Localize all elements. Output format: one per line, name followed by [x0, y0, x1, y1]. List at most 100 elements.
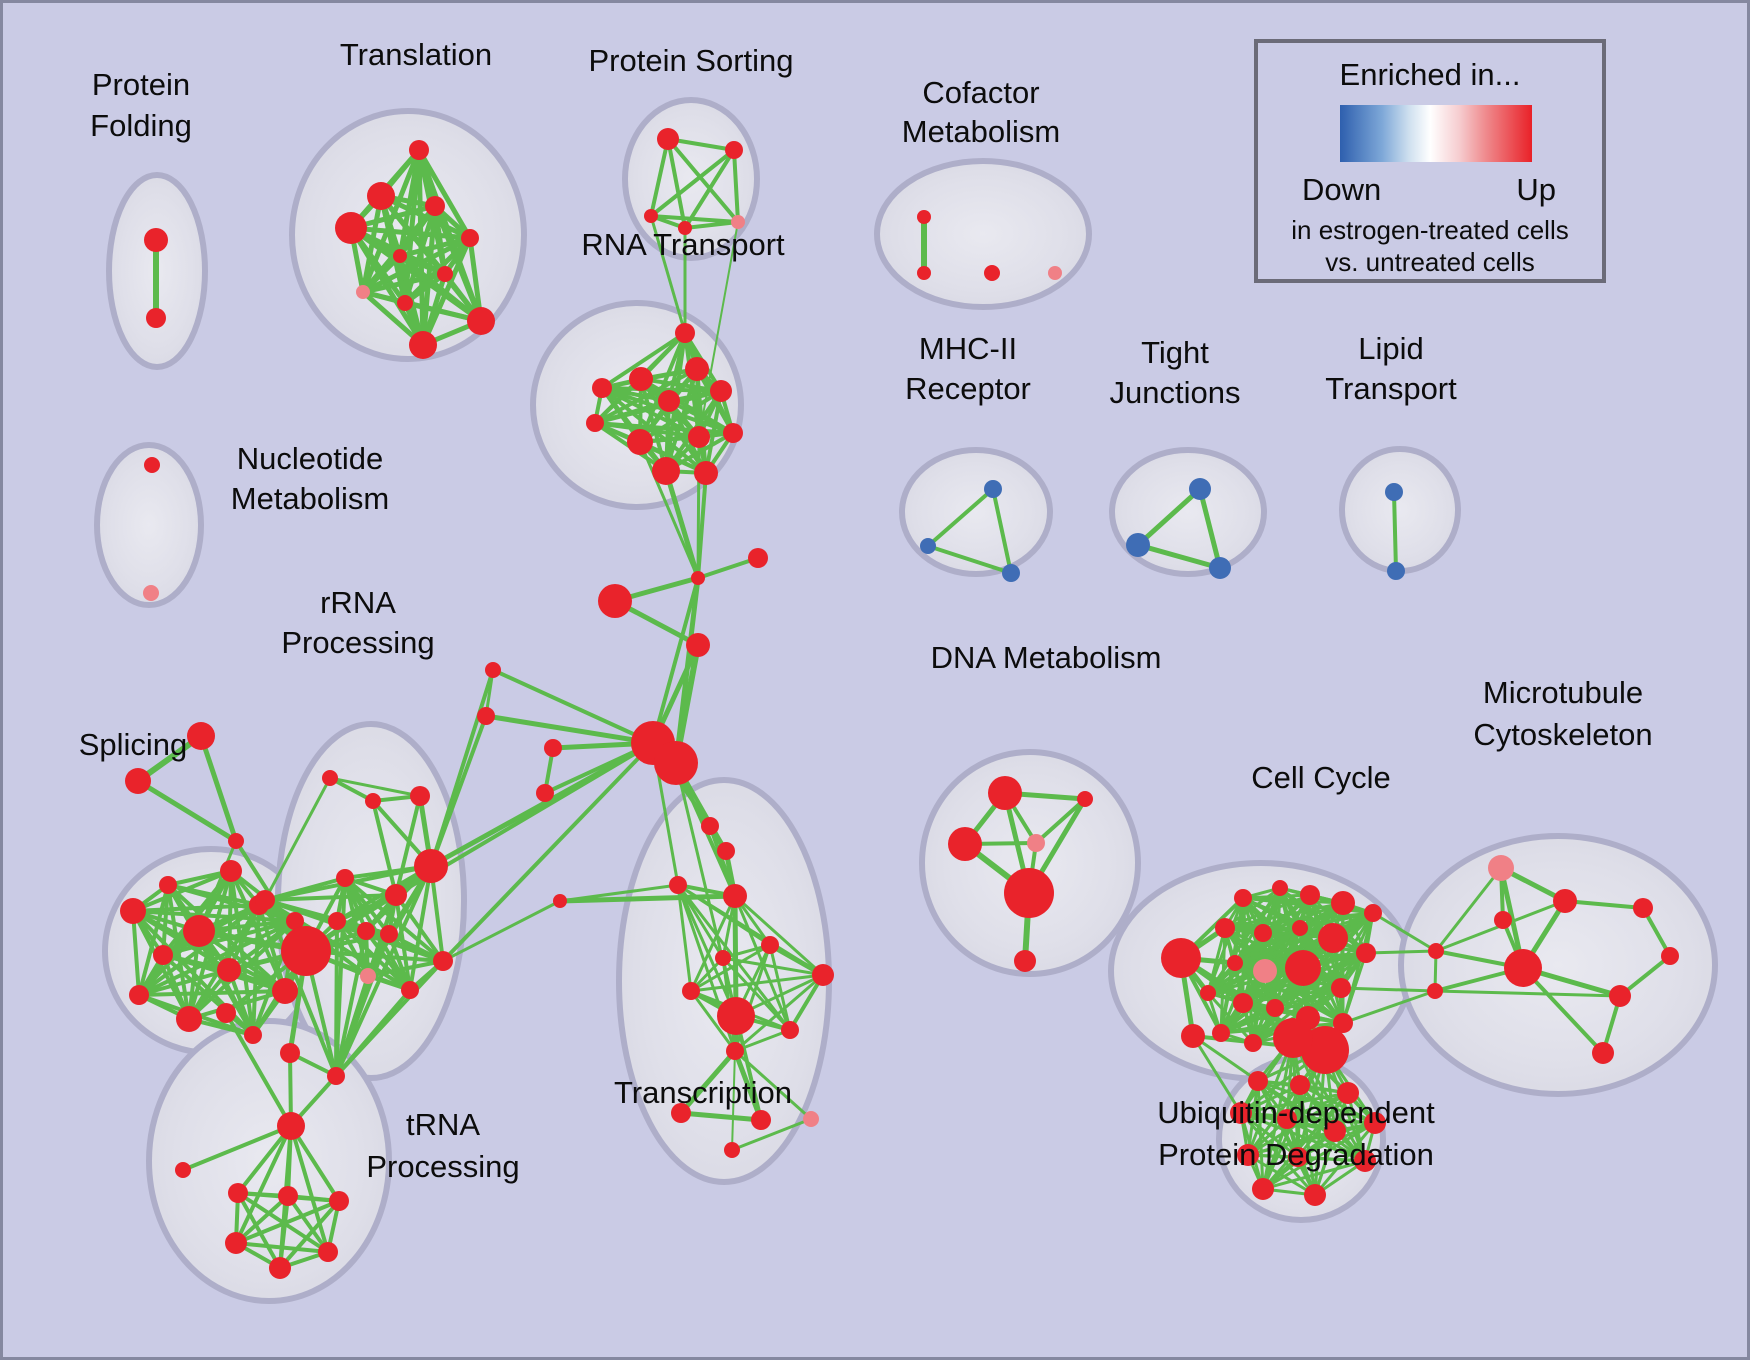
edge	[1298, 911, 1375, 930]
gene-set-node	[715, 950, 731, 966]
gene-set-node	[1027, 834, 1045, 852]
edge	[166, 883, 297, 923]
edge	[441, 899, 562, 963]
edge	[366, 959, 445, 978]
gene-set-node	[467, 307, 495, 335]
gene-set-node	[917, 266, 931, 280]
gene-set-node	[356, 285, 370, 299]
gene-set-node	[710, 380, 732, 402]
gene-set-node	[414, 849, 448, 883]
gene-set-node	[327, 1067, 345, 1085]
gene-set-node	[694, 461, 718, 485]
edge	[731, 1050, 736, 1151]
gene-set-node	[657, 128, 679, 150]
nucleotide-metabolism-label-line1: Nucleotide	[237, 441, 383, 476]
edge	[733, 894, 825, 977]
gene-set-node	[397, 295, 413, 311]
gene-set-node	[1215, 918, 1235, 938]
legend-caption-line1: in estrogen-treated cells	[1291, 215, 1569, 245]
gene-set-node	[410, 786, 430, 806]
legend-title: Enriched in...	[1339, 57, 1521, 92]
edge	[732, 148, 740, 224]
edge	[137, 989, 287, 997]
gene-set-node	[731, 215, 745, 229]
gene-set-node	[329, 1191, 349, 1211]
gene-set-node	[367, 182, 395, 210]
gene-set-node	[1304, 1184, 1326, 1206]
edge	[689, 894, 737, 993]
gene-set-node	[153, 945, 173, 965]
edge	[408, 864, 433, 992]
gene-set-node	[1253, 959, 1277, 983]
edge	[1223, 901, 1345, 930]
gene-set-node	[485, 662, 501, 678]
gene-set-node	[286, 912, 304, 930]
edge	[666, 137, 736, 152]
lipid-transport-label-line2: Transport	[1325, 371, 1457, 406]
gene-set-node	[216, 1003, 236, 1023]
gene-set-node	[726, 1042, 744, 1060]
gene-set-node	[984, 480, 1002, 498]
edge	[683, 220, 740, 230]
gene-set-node	[761, 936, 779, 954]
gene-set-node	[477, 707, 495, 725]
edge	[1261, 1159, 1367, 1191]
gene-set-node	[357, 922, 375, 940]
edge	[676, 883, 725, 960]
edge	[926, 544, 1013, 575]
gene-set-node	[1077, 791, 1093, 807]
gene-set-node	[129, 985, 149, 1005]
gene-set-node	[1356, 943, 1376, 963]
gene-set-node	[1272, 880, 1288, 896]
edge	[1241, 986, 1343, 1005]
edge	[364, 929, 412, 992]
edge	[666, 137, 687, 230]
edge	[187, 919, 297, 1021]
edge	[161, 919, 297, 957]
gene-set-node	[1004, 868, 1054, 918]
gene-set-node	[654, 741, 698, 785]
edge	[483, 713, 656, 746]
edge	[926, 487, 995, 548]
gene-set-node	[691, 571, 705, 585]
gene-set-node	[1048, 266, 1062, 280]
edge	[689, 973, 825, 993]
edge	[234, 1124, 293, 1245]
gene-set-node	[723, 423, 743, 443]
gene-set-node	[1234, 889, 1252, 907]
edge	[343, 876, 445, 963]
gene-set-node	[1592, 1042, 1614, 1064]
gene-set-node	[1661, 947, 1679, 965]
gene-set-node	[1126, 533, 1150, 557]
edge	[1563, 899, 1645, 910]
trna-processing-label-line2: Processing	[366, 1149, 519, 1184]
tight-junctions-halo	[1109, 447, 1267, 577]
edge	[1341, 989, 1437, 1025]
gene-set-node	[725, 141, 743, 159]
lipid-transport-halo	[1339, 446, 1461, 574]
gene-set-node	[146, 308, 166, 328]
gene-set-node	[988, 776, 1022, 810]
edge	[1339, 986, 1437, 993]
legend-box: Enriched in... Down Up in estrogen-treat…	[1254, 39, 1606, 283]
protein-sorting-label-line1: Protein Sorting	[588, 43, 793, 78]
gene-set-node	[678, 221, 692, 235]
edge	[289, 1124, 330, 1254]
legend-gradient-bar	[1340, 105, 1532, 162]
gene-set-node	[228, 833, 244, 849]
edge	[135, 778, 239, 844]
edge	[289, 1124, 341, 1203]
edge	[1223, 886, 1282, 930]
gene-set-node	[144, 457, 160, 473]
cofactor-metabolism-label-line2: Metabolism	[902, 114, 1061, 149]
gene-set-node	[644, 209, 658, 223]
gene-set-node	[717, 842, 735, 860]
gene-set-node	[125, 768, 151, 794]
edge	[721, 956, 825, 977]
gene-set-node	[322, 770, 338, 786]
edge	[1206, 886, 1282, 995]
edge	[600, 331, 687, 390]
gene-set-node	[1364, 904, 1382, 922]
gene-set-node	[1266, 999, 1284, 1017]
gene-set-node	[143, 585, 159, 601]
